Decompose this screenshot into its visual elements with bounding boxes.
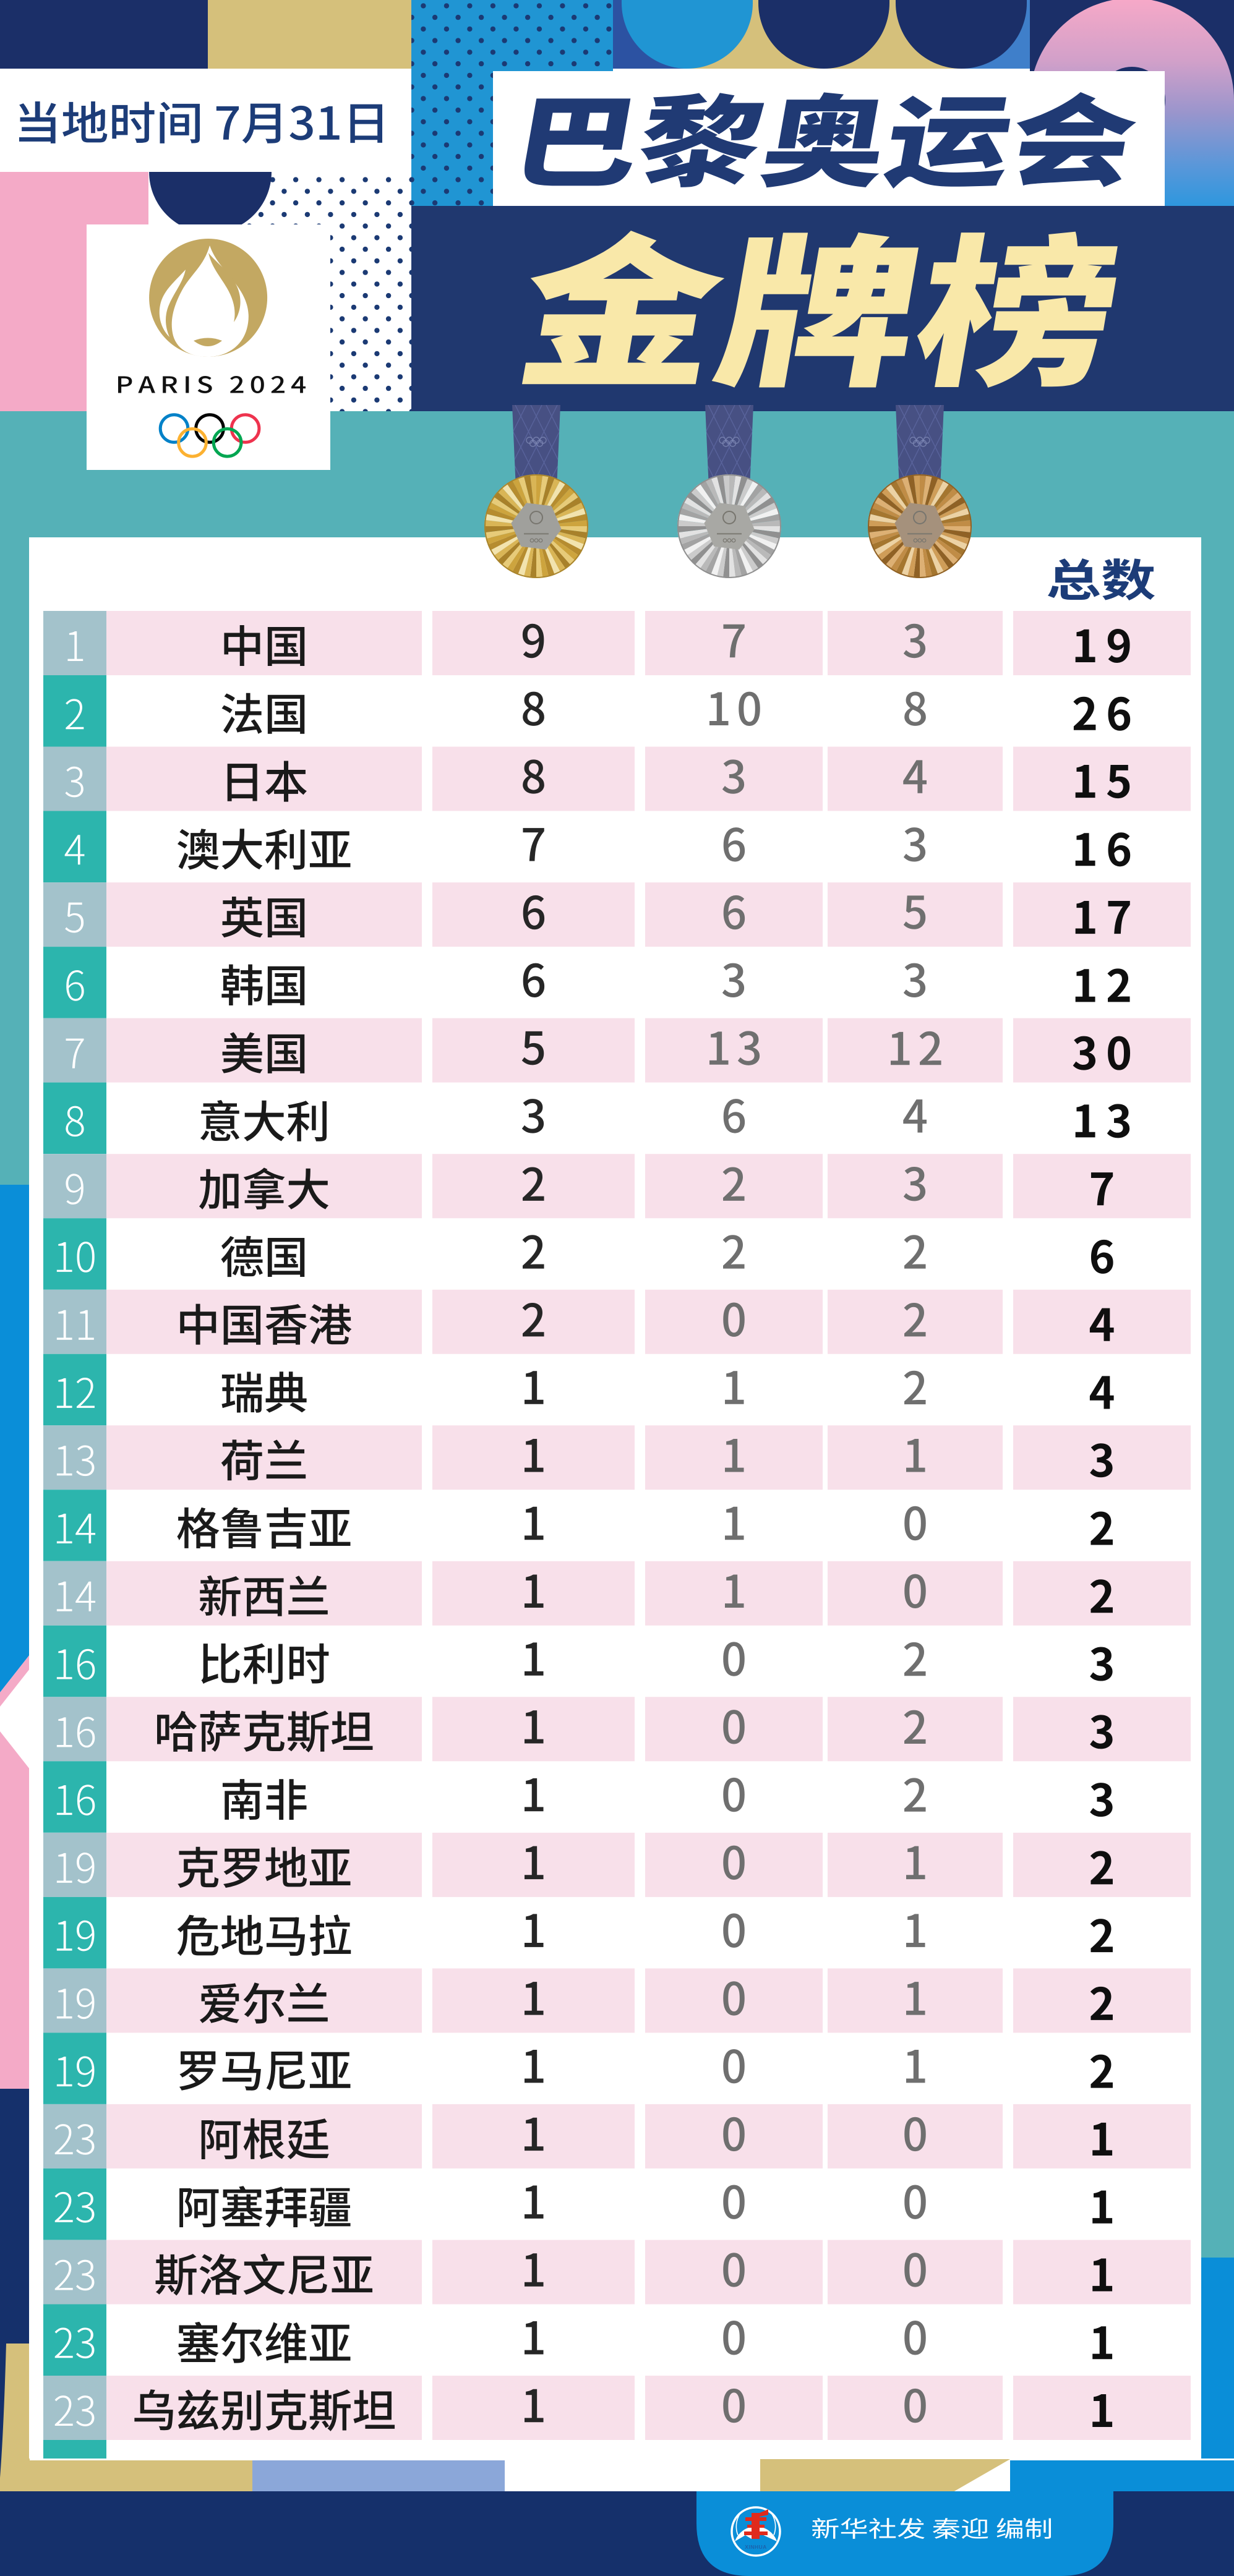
svg-text:XINHUA: XINHUA (745, 2544, 767, 2550)
